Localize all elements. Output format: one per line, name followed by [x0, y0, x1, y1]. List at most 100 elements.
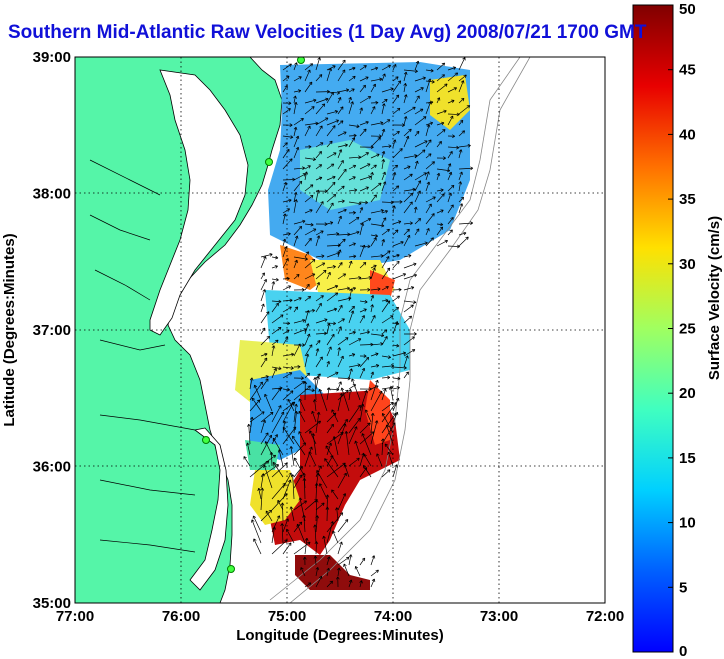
velocity-arrow	[425, 181, 431, 192]
velocity-arrow	[326, 360, 330, 368]
velocity-arrow	[436, 83, 448, 93]
velocity-arrow	[392, 220, 402, 225]
velocity-arrow	[277, 449, 284, 467]
velocity-arrow	[293, 474, 303, 489]
velocity-arrow	[326, 163, 335, 170]
velocity-arrow	[260, 375, 269, 379]
velocity-arrow	[271, 339, 279, 346]
velocity-arrow	[304, 420, 321, 434]
velocity-arrow	[269, 452, 274, 467]
velocity-arrow	[300, 567, 306, 577]
velocity-arrow	[348, 338, 362, 346]
velocity-arrow	[436, 141, 442, 148]
velocity-arrow	[392, 321, 399, 335]
velocity-arrow	[447, 229, 453, 236]
velocity-arrow	[370, 420, 379, 445]
colorbar-label: Surface Velocity (cm/s)	[706, 216, 723, 380]
velocity-arrow	[447, 134, 456, 139]
velocity-arrow	[359, 287, 371, 292]
velocity-arrow	[458, 196, 465, 203]
velocity-arrow	[326, 346, 332, 357]
colorbar-tick-label: 5	[679, 579, 687, 596]
velocity-arrow	[311, 410, 317, 423]
velocity-arrow	[304, 81, 313, 93]
velocity-arrow	[304, 157, 316, 162]
river	[89, 159, 196, 553]
velocity-arrow	[403, 106, 416, 115]
velocity-arrow	[315, 318, 328, 324]
velocity-arrow	[326, 580, 334, 588]
velocity-arrow	[381, 64, 391, 71]
velocity-arrow	[326, 292, 339, 302]
velocity-arrow	[363, 453, 372, 467]
velocity-arrow	[293, 364, 301, 369]
velocity-arrow	[325, 506, 330, 522]
velocity-arrow	[392, 200, 403, 204]
velocity-arrow	[359, 96, 372, 104]
velocity-arrow	[272, 461, 284, 478]
velocity-arrow	[337, 355, 344, 368]
velocity-arrow	[260, 272, 265, 280]
velocity-arrow	[249, 377, 254, 390]
velocity-arrow	[337, 347, 342, 357]
velocity-arrow	[447, 184, 455, 192]
velocity-arrow	[436, 129, 446, 137]
velocity-arrow	[354, 440, 361, 456]
velocity-arrow	[271, 411, 285, 434]
velocity-arrow	[282, 181, 288, 192]
velocity-arrow	[359, 367, 366, 379]
velocity-arrow	[337, 97, 342, 104]
velocity-arrow	[337, 286, 350, 291]
velocity-arrow	[326, 110, 339, 115]
colorbar-tick-label: 40	[679, 126, 696, 143]
velocity-arrow	[293, 62, 298, 71]
velocity-arrow	[381, 267, 391, 280]
velocity-arrow	[370, 234, 379, 238]
velocity-arrow	[348, 404, 361, 423]
velocity-arrow	[282, 198, 292, 203]
velocity-arrow	[315, 373, 321, 379]
velocity-arrow	[447, 66, 457, 71]
radar-stations	[202, 57, 305, 573]
velocity-arrow	[436, 226, 444, 236]
velocity-arrow	[348, 353, 356, 357]
velocity-arrow	[381, 375, 391, 380]
velocity-arrow	[403, 201, 413, 214]
velocity-arrow	[348, 88, 355, 93]
velocity-arrow	[414, 95, 420, 104]
velocity-arrow	[348, 176, 356, 181]
velocity-arrow	[403, 349, 416, 357]
velocity-arrow	[458, 236, 469, 247]
velocity-arrow	[304, 165, 311, 170]
velocity-arrow	[304, 372, 310, 379]
velocity-arrow	[282, 85, 288, 93]
velocity-arrow	[392, 94, 400, 104]
velocity-arrow	[304, 228, 317, 236]
velocity-arrow	[359, 186, 369, 192]
velocity-arrow	[326, 265, 336, 269]
velocity-arrow	[314, 541, 319, 555]
velocity-arrow	[425, 139, 432, 148]
sound-water	[189, 427, 229, 591]
velocity-arrow	[403, 332, 417, 336]
velocity-arrow	[413, 206, 418, 214]
velocity-arrow	[313, 524, 317, 544]
velocity-arrow	[359, 217, 372, 225]
velocity-arrow	[304, 446, 313, 467]
velocity-arrow	[381, 364, 395, 368]
velocity-arrow	[381, 413, 397, 434]
velocity-arrow	[308, 451, 317, 467]
velocity-arrow	[458, 80, 465, 93]
velocity-arrow	[315, 295, 324, 302]
map-title: Southern Mid-Atlantic Raw Velocities (1 …	[8, 22, 647, 43]
velocity-arrow	[458, 231, 467, 236]
velocity-arrow	[447, 99, 455, 104]
velocity-arrow	[304, 353, 310, 368]
x-tick-label: 77:00	[56, 608, 94, 625]
velocity-arrow	[458, 203, 464, 214]
velocity-arrow	[271, 515, 281, 533]
velocity-arrow	[436, 193, 445, 203]
velocity-arrow	[370, 287, 381, 291]
velocity-arrow	[271, 281, 276, 291]
velocity-arrow	[282, 366, 294, 370]
